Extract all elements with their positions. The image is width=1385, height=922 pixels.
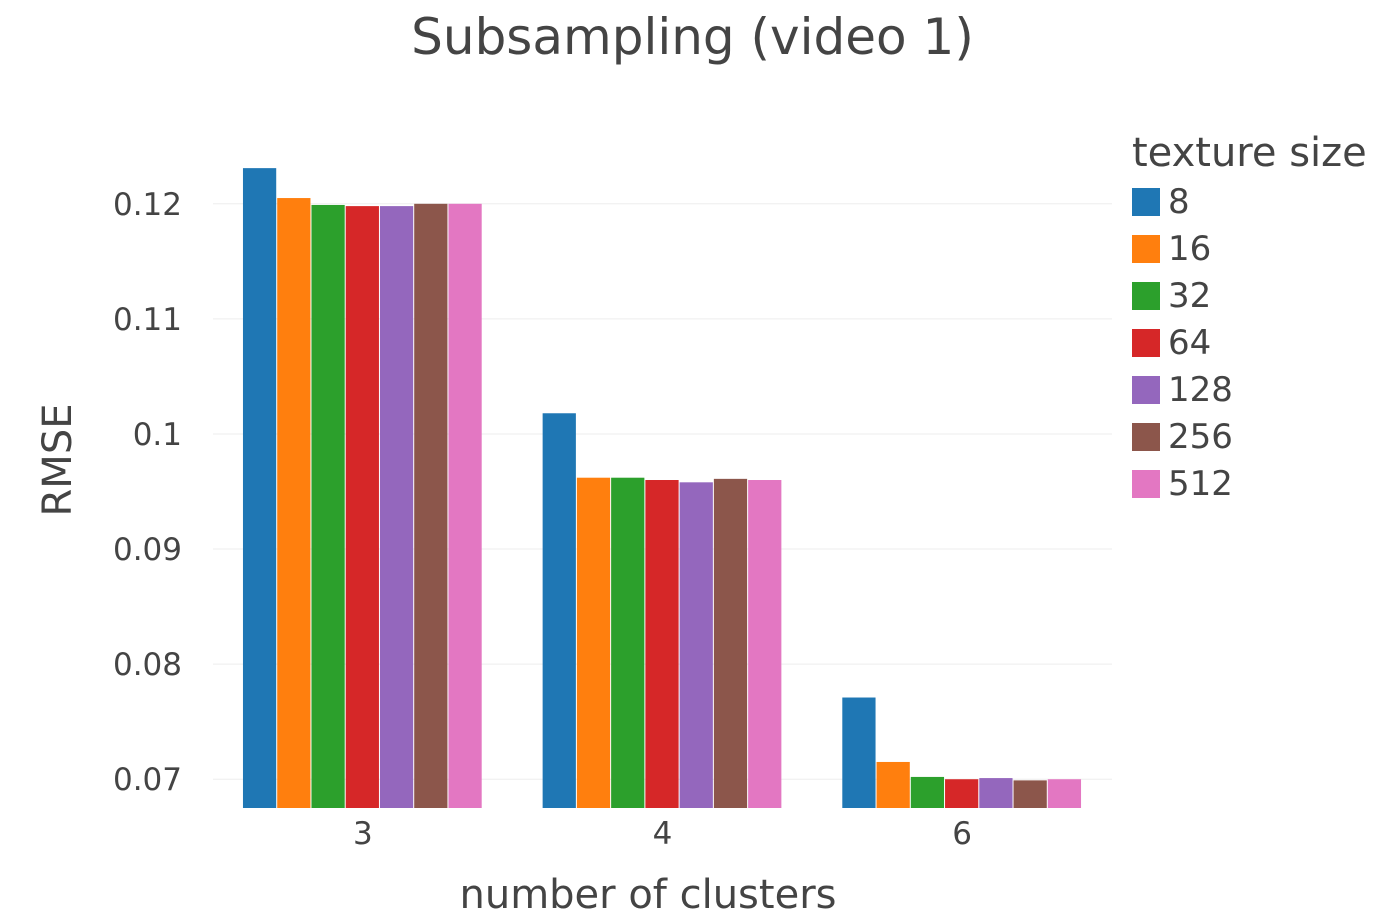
bar-4-64[interactable] [645, 480, 679, 808]
bar-4-16[interactable] [576, 477, 611, 808]
bar-6-16[interactable] [876, 761, 910, 808]
legend-swatch [1132, 422, 1160, 451]
bar-6-128[interactable] [979, 778, 1013, 808]
bar-6-32[interactable] [910, 776, 945, 808]
bar-6-8[interactable] [842, 697, 876, 808]
legend-item[interactable]: 16 [1132, 225, 1367, 272]
x-tick-label: 4 [653, 816, 673, 852]
legend-item[interactable]: 8 [1132, 178, 1367, 225]
bars [242, 168, 1082, 809]
y-axis-ticks: 0.07 0.08 0.09 0.1 0.11 0.12 [113, 187, 182, 798]
bar-3-512[interactable] [448, 203, 482, 809]
y-tick-label: 0.12 [113, 187, 182, 223]
legend-label: 256 [1168, 416, 1233, 457]
legend-label: 64 [1168, 322, 1212, 363]
y-tick-label: 0.09 [113, 532, 182, 568]
x-tick-label: 3 [353, 816, 373, 852]
y-tick-label: 0.07 [113, 762, 182, 798]
legend-label: 8 [1168, 181, 1190, 222]
y-tick-label: 0.11 [113, 302, 182, 338]
bar-3-256[interactable] [414, 203, 448, 809]
legend-label: 32 [1168, 275, 1212, 316]
bar-4-8[interactable] [542, 413, 576, 808]
legend-item[interactable]: 512 [1132, 460, 1367, 507]
legend-item[interactable]: 128 [1132, 366, 1367, 413]
bar-4-256[interactable] [713, 478, 748, 808]
bar-6-512[interactable] [1047, 779, 1082, 808]
legend-item[interactable]: 64 [1132, 319, 1367, 366]
chart-title: Subsampling (video 1) [411, 8, 974, 66]
bar-3-16[interactable] [277, 198, 311, 808]
legend-swatch [1132, 469, 1160, 498]
legend-label: 16 [1168, 228, 1212, 269]
bar-4-32[interactable] [611, 477, 645, 808]
bar-6-64[interactable] [945, 779, 979, 808]
bar-3-128[interactable] [379, 206, 414, 808]
bar-3-32[interactable] [311, 204, 345, 808]
y-tick-label: 0.08 [113, 647, 182, 683]
legend-swatch [1132, 375, 1160, 404]
bar-4-128[interactable] [679, 482, 713, 808]
bar-4-512[interactable] [748, 480, 782, 808]
y-tick-label: 0.1 [133, 417, 182, 453]
legend-label: 512 [1168, 463, 1233, 504]
x-axis-title: number of clusters [459, 872, 837, 918]
bar-6-256[interactable] [1013, 780, 1047, 808]
legend-title: texture size [1132, 130, 1367, 176]
legend-swatch [1132, 187, 1160, 216]
x-axis-ticks: 3 4 6 [353, 816, 972, 852]
legend-items: 8 16 32 64 128 256 512 [1132, 178, 1367, 507]
legend-swatch [1132, 281, 1160, 310]
legend-swatch [1132, 328, 1160, 357]
legend-swatch [1132, 234, 1160, 263]
bar-3-64[interactable] [345, 206, 379, 808]
legend: texture size 8 16 32 64 128 256 512 [1132, 128, 1367, 507]
bar-3-8[interactable] [242, 168, 277, 809]
legend-item[interactable]: 32 [1132, 272, 1367, 319]
legend-item[interactable]: 256 [1132, 413, 1367, 460]
x-tick-label: 6 [952, 816, 972, 852]
legend-label: 128 [1168, 369, 1233, 410]
y-axis-title: RMSE [35, 403, 81, 517]
